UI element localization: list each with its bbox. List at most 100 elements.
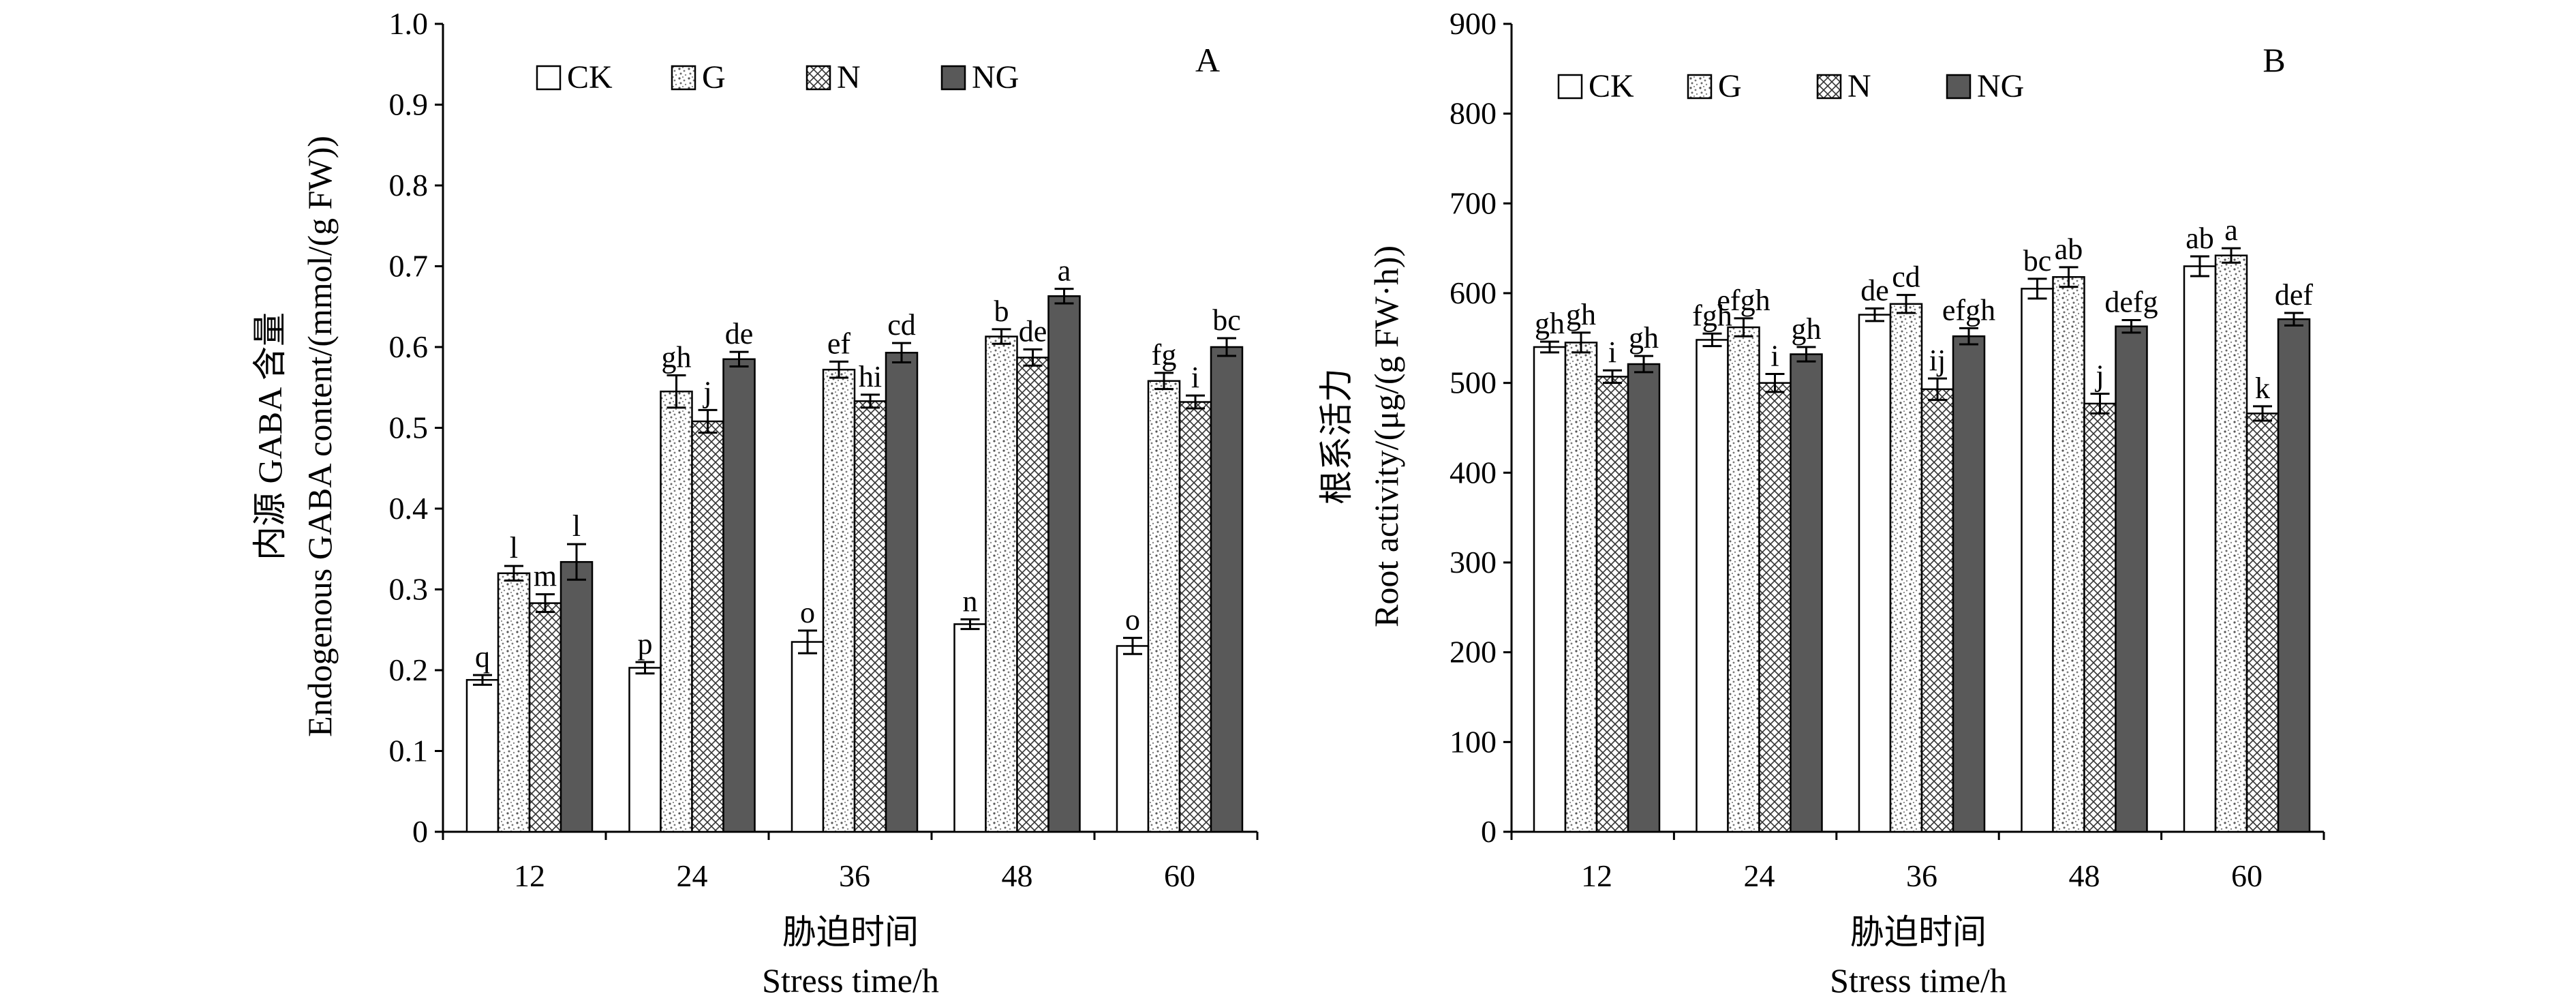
panel-a-bar-g-12 [497, 572, 531, 833]
panel-b-bar-g-48 [2052, 276, 2085, 833]
panel-b-legend-label-ck: CK [1589, 68, 1634, 104]
panel-a-xtick-label: 12 [514, 858, 545, 893]
panel-b-ytick-label: 900 [1450, 6, 1497, 41]
panel-a-ytick-label: 0.1 [389, 734, 429, 768]
panel-a-sig-label: a [1058, 254, 1071, 288]
panel-a-chart: 内源 GABA 含量 Endogenous GABA content/(mmol… [251, 6, 1259, 1000]
panel-b-sig-label: gh [1629, 321, 1659, 355]
panel-b-bar-n-36 [1920, 388, 1954, 833]
panel-a-bar-ck-48 [953, 623, 987, 833]
panel-b-legend-swatch-ng [1946, 74, 1972, 100]
panel-b-sig-label: cd [1892, 260, 1920, 294]
panel-b-xtick-label: 12 [1581, 858, 1612, 893]
panel-b-bar-ng-48 [2115, 325, 2148, 833]
panel-b-chart: 根系活力 Root activity/(μg/(g FW·h)) 胁迫时间 St… [1317, 6, 2325, 1000]
panel-a-sig-label: m [534, 560, 557, 593]
panel-a-sig-label: l [510, 531, 518, 565]
panel-a-ytick-label: 0.5 [389, 410, 429, 445]
panel-a-legend-swatch-n [806, 65, 831, 91]
panel-a-bar-n-24 [691, 420, 724, 833]
panel-b-bar-ng-60 [2277, 318, 2311, 833]
panel-a-bar-n-48 [1016, 357, 1049, 833]
panel-b-bar-n-12 [1595, 376, 1629, 833]
panel-a-xtick-label: 24 [677, 858, 708, 893]
panel-a-bar-ck-12 [465, 678, 500, 833]
panel-a-letter: A [1195, 41, 1220, 79]
panel-b-ylabel-en: Root activity/(μg/(g FW·h)) [1367, 245, 1405, 627]
panel-b-bar-n-48 [2083, 402, 2117, 833]
panel-b-bar-ck-36 [1858, 314, 1892, 833]
panel-b-bar-ck-24 [1696, 339, 1729, 833]
panel-b-bar-ng-36 [1952, 335, 1986, 833]
panel-b-sig-label: gh [1792, 312, 1822, 346]
panel-b-sig-label: def [2275, 278, 2314, 312]
panel-a-sig-label: de [725, 317, 754, 350]
panel-a-ytick-label: 0.6 [389, 329, 429, 364]
panel-b-ytick-label: 800 [1450, 96, 1497, 131]
panel-b-ylabel-cn: 根系活力 [1317, 368, 1355, 505]
panel-a-bar-ck-60 [1116, 645, 1150, 833]
panel-b-sig-label: efgh [1942, 293, 1995, 327]
panel-a-xlabel-cn: 胁迫时间 [782, 913, 919, 951]
panel-b-letter: B [2263, 41, 2285, 79]
panel-a-sig-label: q [475, 640, 490, 674]
panel-b-ytick-label: 300 [1450, 545, 1497, 580]
panel-a-ylabel-cn: 内源 GABA 含量 [251, 312, 289, 560]
panel-a-ytick-label: 0.9 [389, 87, 429, 122]
panel-b-ytick-label: 400 [1450, 455, 1497, 490]
panel-a-bar-ng-36 [885, 352, 919, 833]
panel-a-legend-swatch-ng [940, 65, 966, 91]
panel-b-xtick-label: 24 [1744, 858, 1775, 893]
panel-a-sig-label: de [1019, 315, 1047, 348]
panel-b-sig-label: ij [1929, 344, 1946, 377]
panel-a-xlabel-en: Stress time/h [762, 961, 939, 1000]
panel-a-sig-label: o [1125, 603, 1140, 637]
panel-a-ytick-label: 0.3 [389, 572, 429, 607]
panel-a-sig-label: fg [1152, 338, 1177, 372]
panel-b-sig-label: de [1860, 273, 1889, 307]
panel-b-bar-g-24 [1727, 326, 1760, 833]
panel-b-sig-label: ab [2186, 222, 2214, 255]
panel-b-bar-g-36 [1889, 303, 1923, 833]
panel-a-legend-label-ng: NG [972, 59, 1019, 95]
panel-b-ytick-label: 600 [1450, 275, 1497, 310]
panel-a-sig-label: n [963, 584, 978, 618]
panel-b-bar-ng-12 [1627, 363, 1661, 833]
panel-a-sig-label: j [702, 375, 711, 408]
panel-b-xtick-label: 60 [2231, 858, 2263, 893]
panel-b-sig-label: i [1608, 335, 1616, 369]
panel-b-ytick-label: 700 [1450, 185, 1497, 220]
panel-a-legend-label-ck: CK [567, 59, 613, 95]
panel-b-sig-label: defg [2104, 286, 2158, 319]
panel-a-xtick-label: 48 [1002, 858, 1033, 893]
panel-a-bar-g-48 [985, 335, 1018, 833]
panel-a-bar-ng-48 [1047, 295, 1081, 833]
panel-b-sig-label: j [2094, 359, 2104, 392]
panel-b-ytick-label: 100 [1450, 724, 1497, 759]
panel-a-sig-label: ef [827, 327, 851, 360]
panel-b-sig-label: gh [1535, 307, 1565, 340]
panel-b-legend-swatch-g [1687, 74, 1713, 100]
panel-a-sig-label: o [800, 596, 815, 629]
panel-a-ytick-label: 0.8 [389, 168, 429, 202]
panel-a-ytick-label: 0.2 [389, 652, 429, 687]
panel-a-ytick-label: 1.0 [389, 6, 429, 41]
panel-b-sig-label: ab [2055, 232, 2083, 266]
panel-a-ylabel-en: Endogenous GABA content/(mmol/(g FW)) [301, 136, 339, 737]
panel-b-sig-label: efgh [1717, 284, 1770, 317]
panel-a-legend-label-g: G [702, 59, 726, 95]
panel-b-bar-g-60 [2214, 254, 2248, 833]
panel-b-xtick-label: 36 [1906, 858, 1937, 893]
panel-b-sig-label: k [2255, 372, 2270, 405]
panel-a-legend-label-n: N [837, 59, 861, 95]
panel-b-legend-swatch-n [1816, 74, 1842, 100]
panel-a-bar-ng-12 [559, 560, 594, 833]
panel-a-sig-label: hi [859, 360, 882, 393]
panel-b-bar-ng-24 [1790, 353, 1823, 833]
panel-b-sig-label: bc [2023, 244, 2052, 277]
panel-a-bar-g-60 [1147, 380, 1181, 833]
panel-b-bar-ck-60 [2183, 265, 2217, 833]
panel-a-xtick-label: 60 [1164, 858, 1195, 893]
panel-b-sig-label: i [1770, 340, 1779, 373]
